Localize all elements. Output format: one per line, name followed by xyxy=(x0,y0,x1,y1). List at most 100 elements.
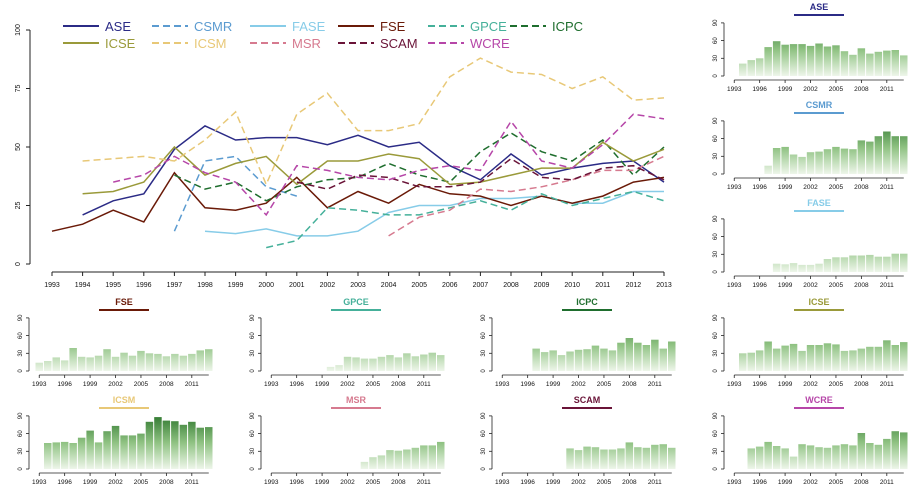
bar-icpc-2002 xyxy=(574,349,583,371)
bar-fse-2003 xyxy=(120,352,128,371)
panel-icse: ICSE 0 30 60 90 1993 1996 1999 2002 2005 2008 2011 xyxy=(713,297,908,388)
series-line-wcre xyxy=(113,113,665,217)
bar-ase-2008 xyxy=(857,48,866,76)
bar-scam-2004 xyxy=(591,447,600,469)
bar-csmr-2004 xyxy=(823,149,832,174)
bar-msr-2008 xyxy=(394,450,403,469)
panel-x-tick-label: 2005 xyxy=(829,479,844,486)
bar-scam-2001 xyxy=(566,448,574,469)
bar-wcre-2002 xyxy=(806,445,815,469)
bar-msr-2007 xyxy=(386,450,394,469)
panel-x-tick-label: 2002 xyxy=(108,381,123,388)
series-fase xyxy=(204,190,664,237)
bar-ase-2010 xyxy=(874,51,883,76)
panel-x-tick-label: 1996 xyxy=(752,86,767,93)
bar-icpc-2011 xyxy=(651,339,659,371)
bar-ase-2000 xyxy=(789,44,798,76)
panel-x-tick-label: 1993 xyxy=(727,381,742,388)
panel-y-tick-label: 90 xyxy=(481,314,487,321)
panel-title: FASE xyxy=(807,198,831,208)
bar-csmr-2007 xyxy=(849,149,857,174)
bar-fase-2013 xyxy=(900,253,908,272)
series-line-icsm xyxy=(82,57,665,187)
panel-x-tick-label: 2002 xyxy=(803,86,818,93)
panel-x-tick-label: 1999 xyxy=(778,86,793,93)
bar-icsm-2008 xyxy=(162,420,171,469)
bar-ase-2013 xyxy=(900,55,908,76)
panel-fse: FSE 0 30 60 90 1993 1996 1999 2002 2005 2008 2011 xyxy=(18,297,213,388)
panel-x-tick-label: 2011 xyxy=(880,282,894,289)
panel-x-tick-label: 2005 xyxy=(829,184,844,191)
panel-x-tick-label: 1993 xyxy=(727,282,742,289)
panel-y-tick-label: 90 xyxy=(713,19,719,26)
panel-x-tick-label: 2005 xyxy=(597,479,612,486)
panel-y-tick-label: 60 xyxy=(18,430,24,437)
bar-ase-2005 xyxy=(832,45,840,76)
bar-icse-2001 xyxy=(798,350,806,371)
bar-fse-1993 xyxy=(35,362,43,371)
bar-msr-2010 xyxy=(411,447,420,469)
bar-icse-1998 xyxy=(772,348,781,371)
legend: ASE CSMR FASE FSE GPCE ICPC ICSE ICSM MSR SCAM WCR… xyxy=(63,19,583,51)
bar-icse-2003 xyxy=(815,345,823,371)
bar-ase-2012 xyxy=(891,50,899,76)
panel-y-tick-label: 90 xyxy=(713,412,719,419)
bar-fase-2008 xyxy=(857,255,866,272)
legend-label: ICPC xyxy=(552,19,583,34)
panel-x-tick-label: 1993 xyxy=(495,381,510,388)
bar-icpc-2010 xyxy=(642,345,651,371)
series-line-icse xyxy=(82,141,665,195)
panel-x-tick-label: 2008 xyxy=(159,479,174,486)
legend-item-icse: ICSE xyxy=(63,36,136,51)
panel-y-tick-label: 90 xyxy=(481,412,487,419)
y-tick-label: 25 xyxy=(15,202,22,210)
bar-ase-2001 xyxy=(798,44,806,76)
legend-label: GPCE xyxy=(470,19,507,34)
bar-csmr-1999 xyxy=(781,146,789,174)
panel-x-tick-label: 1999 xyxy=(778,282,793,289)
panel-y-tick-label: 0 xyxy=(713,369,719,373)
panel-x-tick-label: 2008 xyxy=(159,381,174,388)
bar-scam-2010 xyxy=(642,447,651,469)
bar-icse-2007 xyxy=(849,350,857,371)
bar-fase-2011 xyxy=(883,256,891,272)
bar-ase-2011 xyxy=(883,50,891,76)
bar-fse-2013 xyxy=(205,349,213,371)
series-line-fase xyxy=(204,190,664,237)
series-line-msr xyxy=(388,155,665,237)
bar-fase-2001 xyxy=(798,264,806,272)
bar-fse-1994 xyxy=(44,361,52,371)
bar-gpce-2001 xyxy=(335,365,343,371)
panel-x-tick-label: 1999 xyxy=(315,479,330,486)
panel-y-tick-label: 90 xyxy=(713,314,719,321)
bar-csmr-2010 xyxy=(874,136,883,174)
bar-fse-2009 xyxy=(171,353,179,371)
bar-icse-1997 xyxy=(764,341,772,371)
bar-fase-2012 xyxy=(891,253,899,272)
panel-x-tick-label: 1996 xyxy=(57,381,72,388)
x-tick-label: 2009 xyxy=(534,282,550,289)
bar-icsm-2010 xyxy=(179,424,188,470)
bar-ase-2002 xyxy=(806,45,815,76)
panel-y-tick-label: 30 xyxy=(481,447,487,454)
x-tick-label: 2003 xyxy=(350,282,366,289)
bar-scam-2007 xyxy=(617,448,625,469)
series-line-ase xyxy=(82,125,665,216)
panel-title: ICSM xyxy=(113,395,136,405)
panel-y-tick-label: 30 xyxy=(713,250,719,257)
bar-icsm-2003 xyxy=(120,435,128,469)
x-tick-label: 1997 xyxy=(167,282,183,289)
bar-icpc-2007 xyxy=(617,342,625,371)
bar-icse-1995 xyxy=(747,352,755,371)
panel-y-tick-label: 60 xyxy=(481,332,487,339)
y-tick-label: 0 xyxy=(15,262,22,266)
panel-x-tick-label: 2008 xyxy=(391,381,406,388)
bar-icpc-2008 xyxy=(625,338,634,371)
bar-csmr-2006 xyxy=(840,148,849,174)
x-tick-label: 2012 xyxy=(626,282,642,289)
bar-csmr-2000 xyxy=(789,154,798,174)
bar-icsm-2011 xyxy=(188,421,196,469)
bar-icse-1996 xyxy=(755,350,764,371)
panel-x-tick-label: 1996 xyxy=(752,282,767,289)
